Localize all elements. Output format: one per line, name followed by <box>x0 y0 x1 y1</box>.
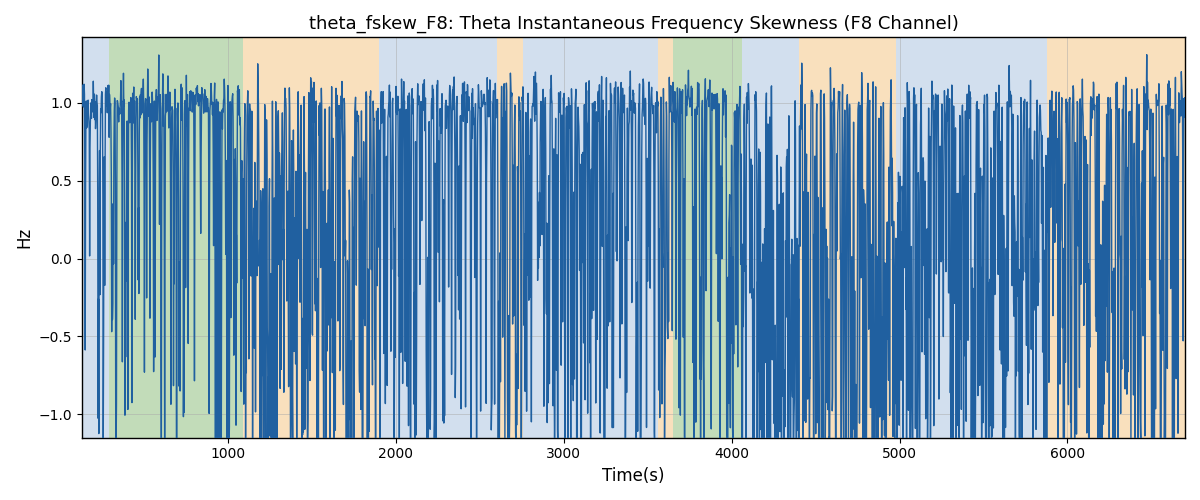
X-axis label: Time(s): Time(s) <box>602 467 665 485</box>
Bar <box>896 38 1048 438</box>
Bar <box>379 38 497 438</box>
Bar <box>82 38 109 438</box>
Bar <box>497 38 523 438</box>
Bar <box>1048 38 1184 438</box>
Bar <box>244 38 379 438</box>
Title: theta_fskew_F8: Theta Instantaneous Frequency Skewness (F8 Channel): theta_fskew_F8: Theta Instantaneous Freq… <box>308 15 959 34</box>
Bar <box>673 38 742 438</box>
Bar <box>658 38 673 438</box>
Y-axis label: Hz: Hz <box>14 227 32 248</box>
Bar <box>523 38 658 438</box>
Bar <box>742 38 799 438</box>
Bar <box>799 38 896 438</box>
Bar <box>109 38 244 438</box>
